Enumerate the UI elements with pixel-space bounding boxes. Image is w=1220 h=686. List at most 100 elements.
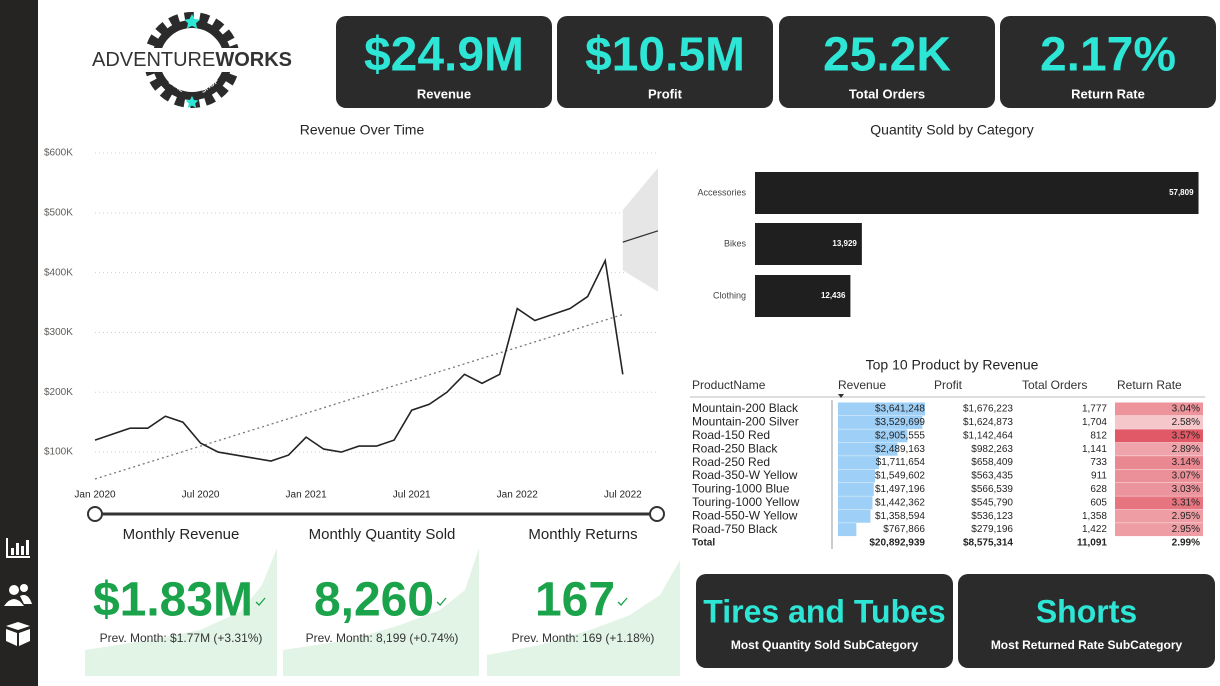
nav-products-icon[interactable]: [6, 622, 30, 646]
return-rate-cell: [1115, 429, 1203, 443]
table-cell: $1,442,362: [875, 497, 925, 508]
kpi-card: [557, 16, 773, 108]
logo-brand-bold: WORKS: [215, 49, 292, 71]
revenue-data-bar: [838, 509, 871, 523]
category-label: Bikes: [724, 238, 747, 248]
table-cell: $1,624,873: [963, 417, 1013, 428]
revenue-data-bar: [838, 523, 857, 537]
revenue-data-bar: [838, 496, 873, 510]
return-rate-cell: [1115, 415, 1203, 429]
table-cell: 1,704: [1082, 417, 1107, 428]
table-cell: Mountain-200 Silver: [692, 415, 799, 429]
sparkline-area: [283, 548, 479, 676]
y-tick-label: $500K: [44, 207, 73, 218]
card-title: Monthly Returns: [528, 526, 637, 543]
table-cell: 605: [1090, 497, 1107, 508]
bar-value-label: 12,436: [821, 291, 846, 300]
kpi-value: $10.5M: [585, 29, 745, 82]
bar: [755, 172, 1199, 214]
highlight-card: [958, 574, 1215, 668]
return-rate-cell: [1115, 509, 1203, 523]
highlight-label: Most Returned Rate SubCategory: [991, 638, 1183, 652]
kpi-value: $24.9M: [364, 29, 524, 82]
forecast-band: [622, 167, 658, 292]
kpi-card: [1000, 16, 1216, 108]
table-cell: $1,549,602: [875, 471, 925, 482]
table-cell: $1,497,196: [875, 484, 925, 495]
table-cell: Road-550-W Yellow: [692, 508, 798, 522]
card-title: Monthly Quantity Sold: [309, 526, 456, 543]
kpi-label: Revenue: [417, 86, 471, 101]
table-cell: $767,866: [883, 524, 925, 535]
logo-text: ADVENTUREWORKS: [92, 49, 292, 71]
nav-chart-icon[interactable]: [6, 538, 30, 558]
table-cell: $1,711,654: [876, 457, 926, 468]
bar-value-label: 13,929: [832, 239, 857, 248]
y-tick-label: $300K: [44, 327, 73, 338]
table-cell: 2.89%: [1172, 444, 1200, 455]
date-slider[interactable]: [87, 506, 665, 522]
bar-value-label: 57,809: [1169, 188, 1194, 197]
return-rate-cell: [1115, 442, 1203, 456]
y-tick-label: $100K: [44, 447, 73, 458]
return-rate-cell: [1115, 482, 1203, 496]
x-tick-label: Jan 2020: [74, 490, 116, 501]
table-total: $20,892,939: [869, 538, 925, 549]
table-total: 2.99%: [1172, 538, 1200, 549]
table-cell: 3.04%: [1172, 404, 1200, 415]
table-cell: $2,905,555: [875, 430, 925, 441]
status-check: [436, 597, 447, 606]
table-cell: $563,435: [971, 471, 1013, 482]
table-cell: Road-150 Red: [692, 428, 770, 442]
table-cell: Road-350-W Yellow: [692, 468, 798, 482]
kpi-card: [336, 16, 552, 108]
table-cell: Mountain-200 Black: [692, 401, 799, 415]
card-value: 8,260: [314, 574, 434, 627]
kpi-label: Return Rate: [1071, 86, 1145, 101]
revenue-data-bar: [838, 415, 923, 429]
logo: ADVENTUREWORKS BIKE SHOP: [92, 12, 292, 108]
table-cell: 911: [1091, 471, 1107, 482]
table-total: $8,575,314: [963, 538, 1013, 549]
return-rate-cell: [1115, 496, 1203, 510]
table-cell: $1,358,594: [875, 511, 925, 522]
highlight-value: Tires and Tubes: [703, 593, 945, 629]
kpi-value: 25.2K: [823, 29, 951, 82]
table-cell: Touring-1000 Yellow: [692, 495, 800, 509]
return-rate-cell: [1115, 523, 1203, 537]
table-cell: $1,142,464: [963, 430, 1013, 441]
bar: [755, 275, 851, 317]
column-header: Revenue: [838, 378, 886, 392]
table-cell: $2,489,163: [875, 444, 925, 455]
table-cell: 733: [1090, 457, 1107, 468]
kpi-value: 2.17%: [1040, 29, 1176, 82]
table-cell: $279,196: [971, 524, 1013, 535]
card-comparison: Prev. Month: $1.77M (+3.31%): [100, 631, 263, 645]
table-cell: Touring-1000 Blue: [692, 482, 790, 496]
revenue-data-bar: [838, 442, 898, 456]
status-check: [255, 597, 266, 606]
column-header: Return Rate: [1117, 378, 1182, 392]
nav-customers-icon[interactable]: [4, 584, 32, 606]
table-cell: 2.95%: [1172, 524, 1200, 535]
card-title: Monthly Revenue: [123, 526, 240, 543]
highlight-label: Most Quantity Sold SubCategory: [731, 638, 919, 652]
table-cell: 1,777: [1082, 404, 1107, 415]
sort-indicator: [838, 394, 844, 398]
kpi-card: [779, 16, 995, 108]
x-tick-label: Jul 2020: [182, 490, 220, 501]
revenue-line: [94, 258, 624, 462]
table-cell: 1,358: [1082, 511, 1107, 522]
forecast-line: [622, 230, 659, 243]
y-tick-label: $400K: [44, 267, 73, 278]
table-cell: $545,790: [971, 497, 1013, 508]
x-tick-label: Jul 2022: [604, 490, 642, 501]
table-cell: Road-250 Black: [692, 441, 778, 455]
category-label: Accessories: [697, 187, 746, 197]
return-rate-cell: [1115, 469, 1203, 483]
table-cell: 3.14%: [1172, 457, 1200, 468]
table-cell: 812: [1090, 430, 1107, 441]
sparkline-area: [85, 548, 277, 676]
